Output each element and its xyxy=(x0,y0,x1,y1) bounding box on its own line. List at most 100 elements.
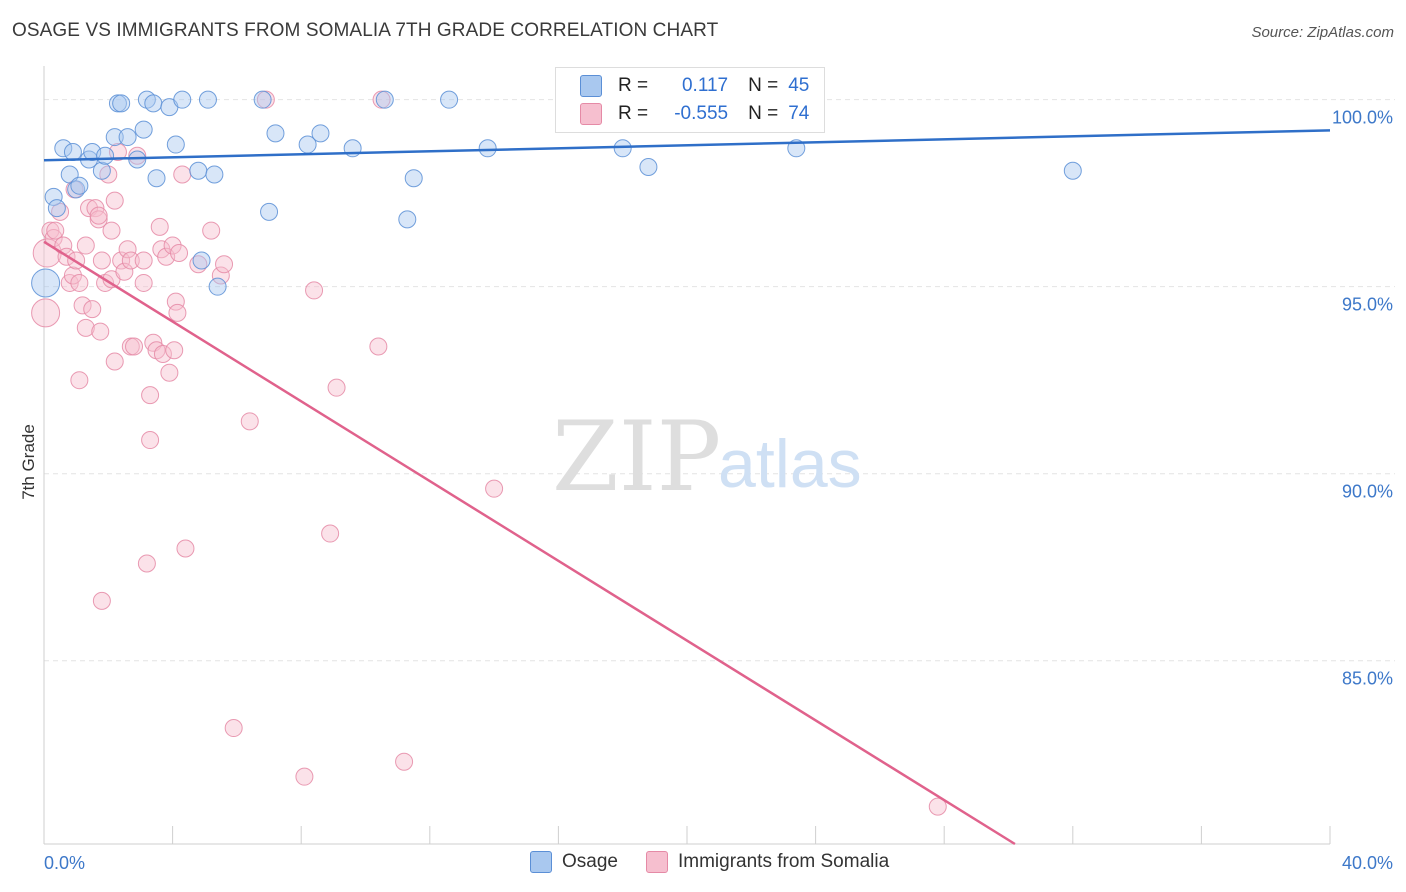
osage-point xyxy=(398,210,417,229)
series-somalia-points xyxy=(31,90,947,816)
somalia-point xyxy=(102,221,121,240)
somalia-swatch xyxy=(580,103,602,125)
legend-n-label: N = xyxy=(748,103,779,124)
somalia-point xyxy=(121,251,140,270)
osage-point xyxy=(47,199,66,218)
somalia-point xyxy=(89,210,108,229)
osage-point xyxy=(44,187,63,206)
y-tick-label: 90.0% xyxy=(1342,482,1393,502)
somalia-point xyxy=(224,719,243,738)
osage-swatch xyxy=(580,75,602,97)
watermark-atlas: atlas xyxy=(718,426,862,502)
axes xyxy=(43,66,1331,845)
somalia-point xyxy=(70,273,89,292)
somalia-point xyxy=(115,262,134,281)
bottom-legend-somalia: Immigrants from Somalia xyxy=(645,851,890,873)
somalia-point xyxy=(176,539,195,558)
somalia-point xyxy=(215,255,234,274)
legend-n-value: 45 xyxy=(788,75,810,96)
osage-point xyxy=(198,90,217,109)
x-tick-label: 40.0% xyxy=(1342,853,1393,873)
osage-point xyxy=(375,90,394,109)
osage-point xyxy=(118,128,137,147)
somalia-point xyxy=(928,797,947,816)
osage-point xyxy=(404,169,423,188)
osage-point xyxy=(105,128,124,147)
gridlines xyxy=(44,99,1395,662)
osage-point xyxy=(128,150,147,169)
bottom-legend-osage: Osage xyxy=(530,851,618,873)
somalia-point xyxy=(105,191,124,210)
x-tick-labels: 0.0% 40.0% xyxy=(44,853,1393,873)
somalia-point xyxy=(160,363,179,382)
y-tick-labels: 85.0% 90.0% 95.0% 100.0% xyxy=(1332,108,1393,689)
somalia-point xyxy=(170,244,189,263)
somalia-point xyxy=(485,479,504,498)
osage-point xyxy=(96,146,115,165)
trend-lines xyxy=(43,129,1331,846)
somalia-point xyxy=(240,412,259,431)
somalia-point xyxy=(91,322,110,341)
somalia-point xyxy=(165,341,184,360)
y-axis-label: 7th Grade xyxy=(19,424,38,500)
osage-point xyxy=(613,139,632,158)
watermark: ZIP atlas xyxy=(552,401,862,513)
somalia-point xyxy=(134,251,153,270)
osage-point xyxy=(70,176,89,195)
somalia-point xyxy=(63,266,82,285)
osage-point xyxy=(144,94,163,113)
bottom-legend-osage-label: Osage xyxy=(562,851,618,872)
osage-point xyxy=(112,94,131,113)
somalia-point xyxy=(202,221,221,240)
osage-point xyxy=(639,157,658,176)
legend-row-osage: R = 0.117 N = 45 xyxy=(580,73,809,99)
somalia-point xyxy=(92,591,111,610)
chart-title: OSAGE VS IMMIGRANTS FROM SOMALIA 7TH GRA… xyxy=(12,20,719,41)
somalia-point xyxy=(76,236,95,255)
somalia-point xyxy=(83,300,102,319)
osage-point xyxy=(260,202,279,221)
watermark-zip: ZIP xyxy=(552,401,721,513)
somalia-point xyxy=(105,352,124,371)
somalia-point xyxy=(150,217,169,236)
somalia-point xyxy=(125,337,144,356)
somalia-point xyxy=(327,378,346,397)
y-tick-label: 85.0% xyxy=(1342,669,1393,689)
somalia-point xyxy=(166,292,185,311)
somalia-point xyxy=(92,251,111,270)
bottom-legend-somalia-label: Immigrants from Somalia xyxy=(677,851,890,872)
somalia-point xyxy=(168,303,187,322)
legend-row-somalia: R = -0.555 N = 74 xyxy=(580,101,809,127)
legend-n-value: 74 xyxy=(788,103,810,124)
somalia-point xyxy=(295,767,314,786)
osage-point xyxy=(63,143,82,162)
osage-trend-line xyxy=(43,129,1331,162)
somalia-point xyxy=(76,318,95,337)
legend-r-label: R = xyxy=(618,103,649,124)
somalia-point xyxy=(70,371,89,390)
legend-r-value: -0.555 xyxy=(674,103,729,124)
somalia-point xyxy=(134,273,153,292)
somalia-point xyxy=(211,266,230,285)
osage-point xyxy=(189,161,208,180)
somalia-point xyxy=(141,431,160,450)
somalia-point xyxy=(173,165,192,184)
osage-point xyxy=(208,277,227,296)
somalia-point xyxy=(128,146,147,165)
osage-point xyxy=(253,90,272,109)
osage-point xyxy=(1063,161,1082,180)
osage-point xyxy=(147,169,166,188)
somalia-point xyxy=(89,206,108,225)
somalia-point xyxy=(369,337,388,356)
legend-r-value: 0.117 xyxy=(681,75,729,96)
somalia-swatch xyxy=(645,851,668,873)
legend-box: R = 0.117 N = 45 R = -0.555 N = 74 xyxy=(555,67,825,133)
somalia-point xyxy=(305,281,324,300)
bottom-legend: Osage Immigrants from Somalia xyxy=(530,851,917,873)
source-label: Source: ZipAtlas.com xyxy=(1251,24,1394,41)
x-tick-label: 0.0% xyxy=(44,853,85,873)
legend-r-label: R = xyxy=(618,75,649,96)
osage-point xyxy=(478,139,497,158)
osage-point xyxy=(311,124,330,143)
somalia-point xyxy=(31,298,61,328)
